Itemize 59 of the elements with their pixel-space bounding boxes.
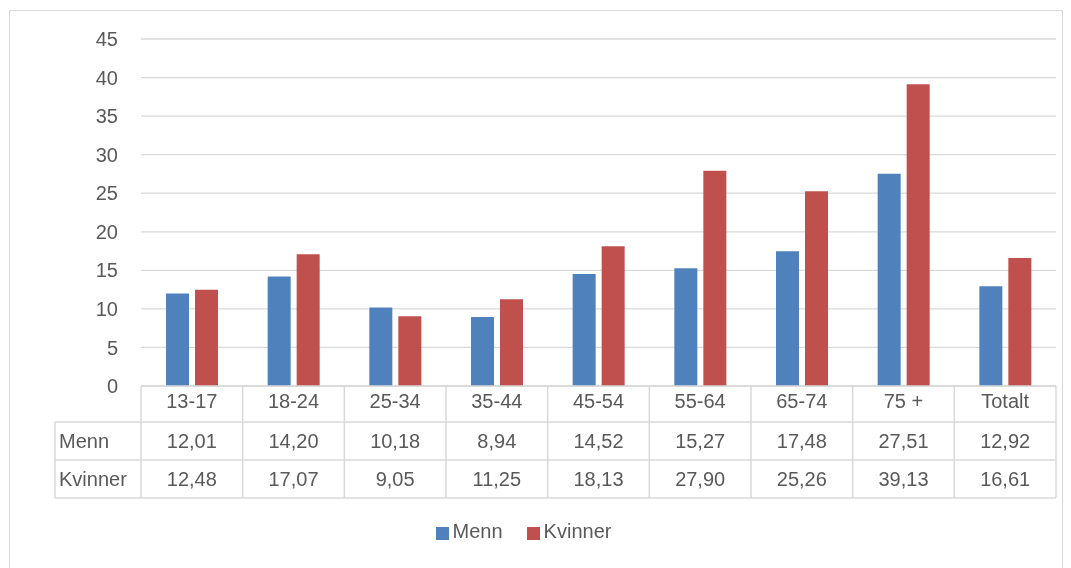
bar [296, 254, 320, 386]
bar [674, 268, 698, 386]
y-tick-label: 25 [95, 182, 118, 205]
y-tick-label: 0 [106, 375, 118, 398]
y-tick-label: 30 [95, 143, 118, 166]
bar [877, 173, 901, 386]
x-tick-label: 25-34 [369, 390, 421, 413]
data-label: 10,18 [370, 430, 421, 452]
data-label: 16,61 [980, 468, 1031, 490]
bar [500, 299, 523, 386]
x-tick-label: Totalt [981, 390, 1030, 413]
bar [166, 293, 189, 386]
data-label: 17,48 [776, 430, 827, 452]
text: Menn [59, 430, 110, 452]
x-tick-label: 45-54 [572, 390, 625, 413]
y-tick-label: 40 [95, 66, 118, 89]
data-label: 9,05 [375, 468, 415, 490]
y-tick-label: 20 [95, 220, 118, 243]
x-tick-label: 18-24 [267, 390, 320, 413]
data-label: 17,07 [268, 468, 319, 490]
y-tick-label: 15 [95, 259, 118, 282]
bar [471, 317, 494, 386]
legend-label: Kvinner [543, 520, 612, 542]
data-label: 27,90 [675, 468, 726, 490]
legend-label: Menn [452, 520, 503, 542]
bar [776, 251, 799, 386]
bar [906, 84, 930, 386]
y-tick-label: 45 [95, 28, 118, 51]
bar [398, 316, 422, 386]
y-tick-label: 35 [95, 105, 118, 128]
data-label: 39,13 [878, 468, 929, 490]
bar [369, 307, 393, 386]
x-tick-label: 35-44 [471, 390, 523, 413]
x-tick-label: 75 + [883, 390, 924, 413]
data-label: 25,26 [776, 468, 827, 490]
x-tick-label: 55-64 [674, 390, 726, 413]
bar [601, 246, 625, 386]
data-label: 11,25 [472, 468, 522, 490]
bar [267, 276, 291, 386]
data-label: 18,13 [573, 468, 624, 490]
y-tick-label: 10 [95, 297, 118, 320]
bar [703, 170, 727, 386]
x-tick-label: 65-74 [776, 390, 828, 413]
y-tick-label: 5 [106, 336, 118, 359]
text: Kvinner [59, 468, 127, 490]
data-label: 8,94 [477, 430, 517, 452]
data-label: 14,52 [573, 430, 624, 452]
data-label: 14,20 [268, 430, 319, 452]
data-label: 12,92 [980, 430, 1031, 452]
bar [1008, 257, 1032, 386]
data-label: 15,27 [675, 430, 726, 452]
bar [195, 289, 218, 386]
bar [572, 274, 596, 386]
data-label: 12,48 [166, 468, 217, 490]
bar [805, 191, 828, 386]
x-tick-label: 13-17 [166, 390, 218, 413]
data-label: 12,01 [166, 430, 217, 452]
bar [979, 286, 1003, 386]
data-label: 27,51 [878, 430, 929, 452]
